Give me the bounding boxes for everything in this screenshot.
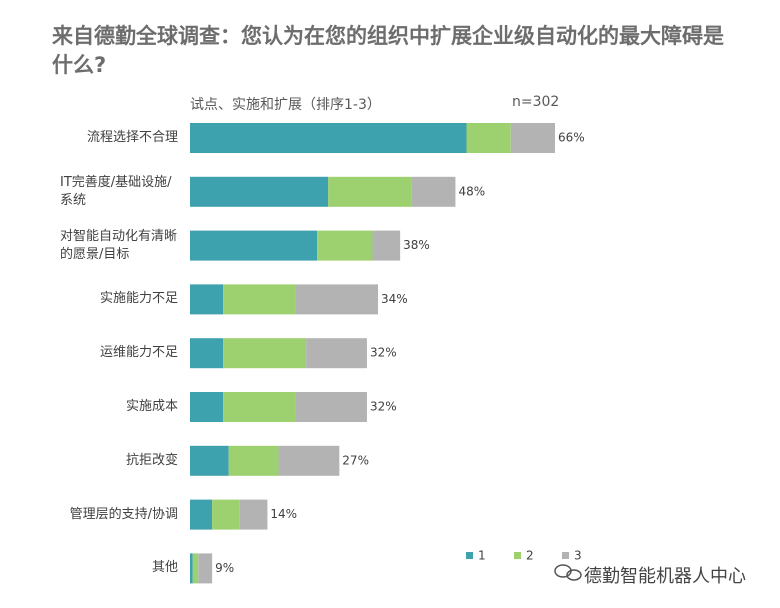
category-label: 实施成本 bbox=[28, 398, 178, 416]
legend-swatch bbox=[562, 552, 569, 559]
bar-segment bbox=[190, 230, 318, 261]
bar-segment bbox=[372, 230, 401, 261]
bar-segment bbox=[192, 553, 199, 584]
category-text: 其他 bbox=[151, 560, 178, 576]
bar-segment bbox=[190, 392, 224, 422]
bar-segment bbox=[510, 123, 555, 153]
bar-segment bbox=[190, 553, 193, 584]
bar-segment bbox=[278, 445, 340, 476]
category-label: 流程选择不合理 bbox=[28, 129, 178, 147]
category-text: 流程选择不合理 bbox=[86, 130, 178, 145]
total-label: 32% bbox=[370, 400, 397, 414]
category-text: 实施能力不足 bbox=[99, 291, 178, 307]
bar-segment bbox=[198, 553, 213, 584]
bar-segment bbox=[190, 284, 224, 315]
watermark: 德勤智能机器人中心 bbox=[584, 566, 746, 587]
bar-segment bbox=[223, 284, 296, 315]
bar-segment bbox=[223, 338, 307, 369]
total-label: 32% bbox=[370, 346, 397, 360]
bar-segment bbox=[190, 176, 329, 207]
total-label: 48% bbox=[458, 184, 485, 198]
bar-segment bbox=[190, 123, 467, 153]
category-text: 管理层的支持/协调 bbox=[69, 506, 178, 522]
legend-swatch bbox=[466, 552, 473, 559]
bar-segment bbox=[328, 176, 412, 207]
category-label: IT完善度/基础设施/系统 bbox=[28, 174, 178, 210]
sample-note: n=302 bbox=[512, 94, 560, 110]
category-label: 对智能自动化有清晰的愿景/目标 bbox=[28, 228, 178, 264]
total-label: 38% bbox=[403, 238, 430, 252]
category-text: 运维能力不足 bbox=[99, 345, 178, 361]
category-label: 管理层的支持/协调 bbox=[28, 506, 178, 524]
bar-segment bbox=[223, 392, 296, 422]
watermark-icon bbox=[554, 564, 582, 581]
total-label: 14% bbox=[270, 507, 297, 521]
category-label: 其他 bbox=[28, 559, 178, 577]
total-label: 27% bbox=[342, 453, 369, 467]
legend-swatch bbox=[514, 552, 521, 559]
bar-segment bbox=[190, 338, 224, 369]
bar-segment bbox=[190, 499, 213, 530]
category-label: 抗拒改变 bbox=[28, 452, 178, 470]
bar-segment bbox=[411, 176, 456, 207]
category-text: IT完善度/基础设施/系统 bbox=[60, 174, 172, 208]
category-label: 运维能力不足 bbox=[28, 344, 178, 362]
total-label: 34% bbox=[381, 292, 408, 306]
bar-segment bbox=[239, 499, 268, 530]
category-text: 抗拒改变 bbox=[125, 452, 178, 468]
legend-label: 1 bbox=[478, 549, 486, 563]
bar-segment bbox=[295, 392, 367, 422]
chart-title: 来自德勤全球调查：您认为在您的组织中扩展企业级自动化的最大障碍是什么? bbox=[52, 24, 724, 77]
bar-segment bbox=[306, 338, 367, 369]
category-label: 实施能力不足 bbox=[28, 290, 178, 308]
bar-segment bbox=[212, 499, 240, 530]
category-text: 实施成本 bbox=[125, 399, 178, 414]
legend-label: 3 bbox=[574, 549, 582, 563]
subtitle: 试点、实施和扩展（排序1-3） bbox=[190, 97, 381, 113]
bar-segment bbox=[228, 445, 279, 476]
total-label: 9% bbox=[215, 561, 234, 575]
bar-segment bbox=[190, 445, 229, 476]
bar-segment bbox=[317, 230, 373, 261]
total-label: 66% bbox=[558, 131, 585, 145]
bar-segment bbox=[466, 123, 511, 153]
legend-label: 2 bbox=[526, 549, 534, 563]
bar-segment bbox=[295, 284, 379, 315]
category-text: 对智能自动化有清晰的愿景/目标 bbox=[60, 228, 178, 262]
